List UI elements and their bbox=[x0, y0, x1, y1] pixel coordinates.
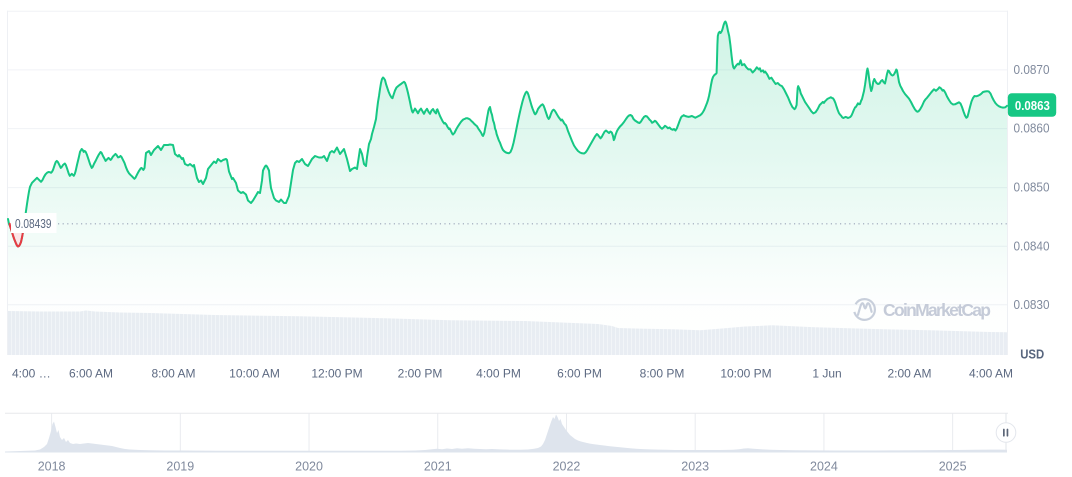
svg-text:2023: 2023 bbox=[681, 460, 709, 474]
svg-text:0.08439: 0.08439 bbox=[15, 217, 52, 231]
svg-text:2:00 PM: 2:00 PM bbox=[398, 367, 443, 381]
svg-text:0.0863: 0.0863 bbox=[1015, 99, 1050, 113]
svg-text:0.0840: 0.0840 bbox=[1014, 238, 1050, 253]
svg-text:4:00 AM: 4:00 AM bbox=[969, 367, 1013, 381]
svg-text:2020: 2020 bbox=[295, 460, 323, 474]
svg-text:4:00 PM: 4:00 PM bbox=[476, 367, 521, 381]
svg-text:12:00 PM: 12:00 PM bbox=[311, 367, 362, 381]
svg-text:10:00 AM: 10:00 AM bbox=[229, 367, 280, 381]
svg-text:2:00 AM: 2:00 AM bbox=[887, 367, 931, 381]
svg-text:0.0870: 0.0870 bbox=[1014, 62, 1050, 77]
svg-text:2018: 2018 bbox=[38, 460, 66, 474]
svg-text:1 Jun: 1 Jun bbox=[812, 367, 841, 381]
svg-text:8:00 PM: 8:00 PM bbox=[640, 367, 685, 381]
svg-text:0.0830: 0.0830 bbox=[1014, 297, 1050, 312]
svg-text:USD: USD bbox=[1020, 347, 1044, 362]
svg-text:8:00 AM: 8:00 AM bbox=[151, 367, 195, 381]
svg-text:6:00 PM: 6:00 PM bbox=[557, 367, 602, 381]
svg-text:0.0860: 0.0860 bbox=[1014, 121, 1050, 136]
svg-text:2024: 2024 bbox=[810, 460, 838, 474]
svg-text:2019: 2019 bbox=[166, 460, 194, 474]
svg-text:6:00 AM: 6:00 AM bbox=[69, 367, 113, 381]
svg-text:4:00 …: 4:00 … bbox=[12, 367, 51, 381]
svg-text:10:00 PM: 10:00 PM bbox=[720, 367, 771, 381]
svg-text:2022: 2022 bbox=[553, 460, 581, 474]
svg-text:0.0850: 0.0850 bbox=[1014, 180, 1050, 195]
svg-text:2025: 2025 bbox=[939, 460, 967, 474]
svg-text:2021: 2021 bbox=[424, 460, 452, 474]
svg-text:CoinMarketCap: CoinMarketCap bbox=[883, 300, 991, 320]
